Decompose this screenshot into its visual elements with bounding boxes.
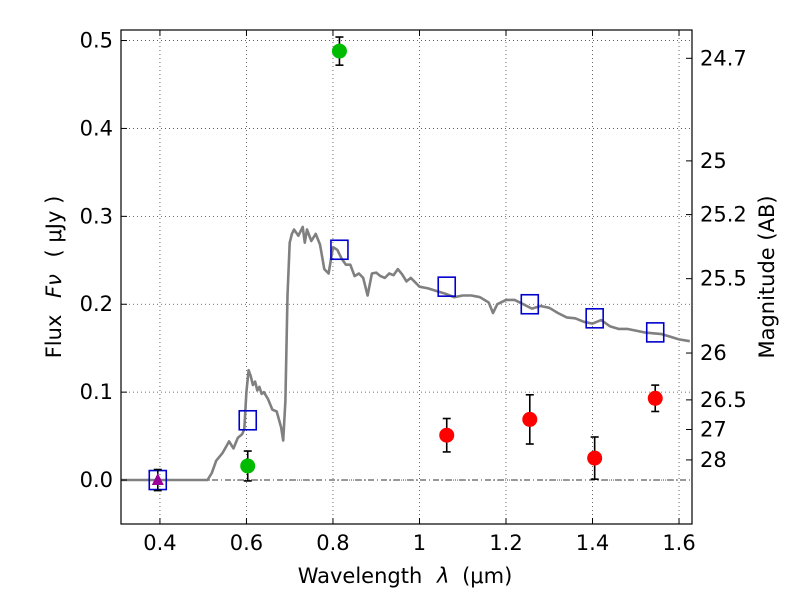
y-tick-label: 0.1	[80, 380, 113, 404]
axis-ticks: 0.4 0.6 0.8 1 1.2 1.4 1.6 0.0 0.1 0.2 0.3 0.4 0.5 24.…	[80, 29, 747, 555]
right-tick-label: 27	[700, 418, 727, 442]
x-tick-label: 1.4	[576, 531, 609, 555]
photometry-point	[240, 458, 256, 474]
photometry-point	[647, 390, 663, 406]
right-axis-label: Magnitude (AB)	[755, 195, 779, 358]
x-tick-label: 1	[413, 531, 426, 555]
y-tick-label: 0.3	[80, 204, 113, 228]
data-series	[121, 36, 691, 492]
right-tick-label: 25.2	[700, 203, 747, 227]
y-axis-label-main: Flux	[42, 315, 66, 359]
x-axis-label-main: Wavelength	[298, 564, 423, 588]
x-tick-label: 0.8	[316, 531, 349, 555]
plot-frame	[120, 29, 693, 525]
y-tick-label: 0.2	[80, 292, 113, 316]
y-tick-label: 0.4	[80, 116, 113, 140]
x-tick-label: 1.6	[662, 531, 695, 555]
right-tick-label: 24.7	[700, 46, 747, 70]
model-photometry-square	[238, 409, 258, 431]
right-tick-label: 26	[700, 341, 727, 365]
photometry-point	[439, 427, 455, 443]
y-axis-label-unit: ( μJy )	[42, 196, 66, 258]
y-axis-label: Flux Fν ( μJy )	[42, 196, 66, 359]
x-tick-label: 0.4	[143, 531, 176, 555]
model-photometry-square	[437, 276, 457, 297]
series-detections	[240, 36, 347, 482]
series-model-SED	[121, 225, 691, 482]
series-upper-limit	[151, 468, 164, 492]
y-tick-label: 0.0	[80, 468, 113, 492]
x-axis-label-var: λ	[436, 564, 449, 588]
model-photometry-square	[585, 308, 604, 329]
x-tick-label: 0.6	[230, 531, 263, 555]
x-axis-label: Wavelength λ (μm)	[298, 564, 513, 588]
series-measured	[439, 384, 663, 480]
right-tick-label: 28	[700, 448, 727, 472]
model-photometry-square	[645, 322, 665, 343]
upper-limit-triangle	[151, 473, 164, 486]
photometry-point	[587, 450, 603, 466]
photometry-point	[331, 43, 347, 59]
y-axis-label-var: Fν	[42, 274, 66, 298]
right-tick-label: 26.5	[700, 388, 747, 412]
photometry-point	[522, 411, 538, 427]
y-tick-label: 0.5	[80, 29, 113, 53]
right-tick-label: 25.5	[700, 267, 747, 291]
model-photometry-square	[330, 239, 349, 261]
sed-model-line	[121, 225, 691, 482]
x-axis-label-unit: (μm)	[462, 564, 512, 588]
right-tick-label: 25	[700, 149, 727, 173]
model-photometry-square	[520, 293, 540, 315]
x-tick-label: 1.2	[489, 531, 522, 555]
